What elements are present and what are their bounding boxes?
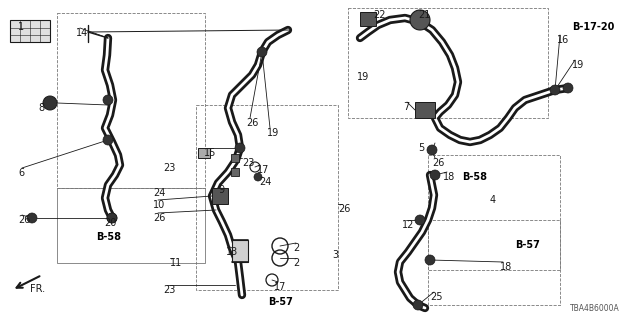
Text: 9: 9 xyxy=(218,185,224,195)
Text: 7: 7 xyxy=(403,102,409,112)
Circle shape xyxy=(413,300,423,310)
Text: 21: 21 xyxy=(418,10,430,20)
Polygon shape xyxy=(231,168,239,176)
Text: FR.: FR. xyxy=(30,284,45,294)
Polygon shape xyxy=(360,12,376,26)
Circle shape xyxy=(410,10,430,30)
Text: 12: 12 xyxy=(402,220,414,230)
Text: 22: 22 xyxy=(373,10,385,20)
Text: 17: 17 xyxy=(274,282,286,292)
Text: 15: 15 xyxy=(204,148,216,158)
Text: 23: 23 xyxy=(163,285,175,295)
Circle shape xyxy=(235,143,245,153)
Text: 16: 16 xyxy=(557,35,569,45)
Text: 4: 4 xyxy=(490,195,496,205)
Text: B-57: B-57 xyxy=(515,240,540,250)
Text: 14: 14 xyxy=(76,28,88,38)
Text: 26: 26 xyxy=(432,158,444,168)
Text: 23: 23 xyxy=(163,163,175,173)
Text: B-57: B-57 xyxy=(268,297,293,307)
Circle shape xyxy=(107,213,117,223)
Text: 26: 26 xyxy=(338,204,350,214)
Circle shape xyxy=(107,213,117,223)
Text: 20: 20 xyxy=(104,218,116,228)
Text: 19: 19 xyxy=(267,128,279,138)
Circle shape xyxy=(550,85,560,95)
Text: B-58: B-58 xyxy=(462,172,487,182)
Polygon shape xyxy=(415,102,435,118)
Circle shape xyxy=(103,135,113,145)
Polygon shape xyxy=(198,148,210,158)
Circle shape xyxy=(415,215,425,225)
Text: 24: 24 xyxy=(153,188,165,198)
Text: 2: 2 xyxy=(293,258,300,268)
Circle shape xyxy=(27,213,37,223)
Text: 18: 18 xyxy=(500,262,512,272)
Text: 17: 17 xyxy=(257,165,269,175)
Text: 1: 1 xyxy=(18,22,24,32)
Text: 26: 26 xyxy=(18,215,30,225)
Circle shape xyxy=(43,96,57,110)
Circle shape xyxy=(430,170,440,180)
Text: 25: 25 xyxy=(430,292,442,302)
Text: 8: 8 xyxy=(38,103,44,113)
Text: 19: 19 xyxy=(572,60,584,70)
Text: 26: 26 xyxy=(153,213,165,223)
Text: 10: 10 xyxy=(153,200,165,210)
Polygon shape xyxy=(231,154,239,162)
Text: 26: 26 xyxy=(246,118,259,128)
Polygon shape xyxy=(10,20,50,42)
Text: 19: 19 xyxy=(357,72,369,82)
Text: TBA4B6000A: TBA4B6000A xyxy=(570,304,620,313)
Circle shape xyxy=(254,173,262,181)
Text: 11: 11 xyxy=(170,258,182,268)
Text: 3: 3 xyxy=(332,250,338,260)
Text: 18: 18 xyxy=(443,172,455,182)
Circle shape xyxy=(563,83,573,93)
Polygon shape xyxy=(232,240,248,262)
Text: 13: 13 xyxy=(226,247,238,257)
Text: B-58: B-58 xyxy=(96,232,121,242)
Circle shape xyxy=(427,145,437,155)
Circle shape xyxy=(103,95,113,105)
Text: 2: 2 xyxy=(293,243,300,253)
Text: B-17-20: B-17-20 xyxy=(572,22,614,32)
Polygon shape xyxy=(212,188,228,204)
Text: 23: 23 xyxy=(242,158,254,168)
Text: 24: 24 xyxy=(259,177,271,187)
Circle shape xyxy=(257,47,267,57)
Text: 5: 5 xyxy=(418,143,424,153)
Circle shape xyxy=(425,255,435,265)
Text: 6: 6 xyxy=(18,168,24,178)
